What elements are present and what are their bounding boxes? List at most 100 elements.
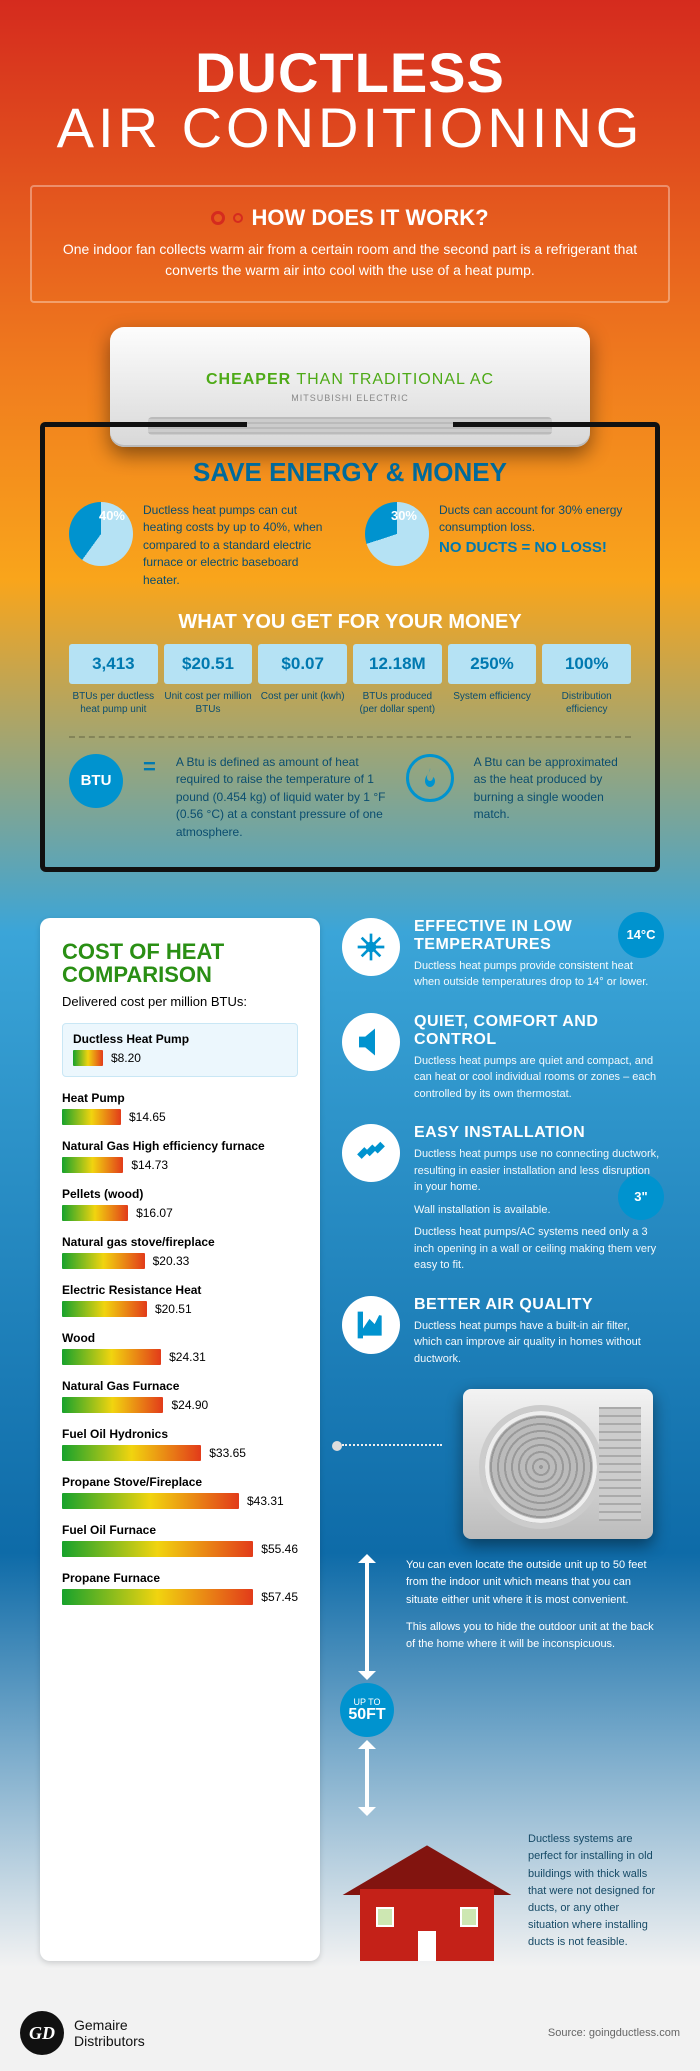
cost-item: Natural gas stove/fireplace$20.33	[62, 1235, 298, 1269]
gear-icon	[211, 211, 225, 225]
cost-item-price: $20.33	[153, 1254, 190, 1268]
fifty-feet-row: UP TO 50FT You can even locate the outsi…	[342, 1557, 660, 1813]
house-illustration	[342, 1831, 512, 1961]
cost-item-name: Pellets (wood)	[62, 1187, 298, 1201]
feature-text: Ductless heat pumps provide consistent h…	[414, 958, 660, 991]
stat: 250%System efficiency	[448, 644, 537, 716]
cost-highlight: Ductless Heat Pump $8.20	[62, 1023, 298, 1077]
features-column: 14°C 3" EFFECTIVE IN LOW TEMPERATURESDuc…	[342, 918, 660, 1962]
stat: 12.18M BTUs produced (per dollar spent)	[353, 644, 442, 716]
feature: QUIET, COMFORT AND CONTROL Ductless heat …	[342, 1013, 660, 1103]
cost-item-price: $14.73	[131, 1158, 168, 1172]
house-row: Ductless systems are perfect for install…	[342, 1831, 660, 1961]
cost-item: Propane Furnace$57.45	[62, 1571, 298, 1605]
temp-badge: 14°C	[618, 912, 664, 958]
save-right-text: Ducts can account for 30% energy consump…	[439, 502, 631, 537]
cost-bar	[62, 1253, 145, 1269]
cost-item-name: Heat Pump	[62, 1091, 298, 1105]
cheaper-tagline: CHEAPER THAN TRADITIONAL AC	[206, 371, 494, 389]
cost-item-name: Wood	[62, 1331, 298, 1345]
stat: $0.07 Cost per unit (kwh)	[258, 644, 347, 716]
cost-comparison-card: COST OF HEAT COMPARISON Delivered cost p…	[40, 918, 320, 1962]
stat-value: 100%	[542, 644, 631, 684]
stat-label: Unit cost per million BTUs	[164, 690, 253, 716]
fifty-text-1: You can even locate the outside unit up …	[406, 1557, 660, 1608]
cost-item-name: Natural Gas Furnace	[62, 1379, 298, 1393]
divider	[69, 736, 631, 738]
save-frame: SAVE ENERGY & MONEY 40% Ductless heat pu…	[40, 427, 660, 872]
cost-bar	[62, 1493, 239, 1509]
cost-item-name: Natural Gas High efficiency furnace	[62, 1139, 298, 1153]
feature-heading: EASY INSTALLATION	[414, 1124, 660, 1142]
cost-bar	[62, 1157, 123, 1173]
cost-item: Electric Resistance Heat$20.51	[62, 1283, 298, 1317]
save-heading: SAVE ENERGY & MONEY	[69, 457, 631, 488]
how-it-works-box: HOW DOES IT WORK? One indoor fan collect…	[30, 185, 670, 303]
feature-text: Ductless heat pumps/AC systems need only…	[414, 1224, 660, 1274]
how-heading: HOW DOES IT WORK?	[211, 205, 488, 231]
logo: GD Gemaire Distributors	[20, 2011, 145, 2055]
feature: EFFECTIVE IN LOW TEMPERATURESDuctless he…	[342, 918, 660, 991]
cost-item-name: Fuel Oil Furnace	[62, 1523, 298, 1537]
feature-icon	[342, 1013, 400, 1071]
brand-label: MITSUBISHI ELECTRIC	[291, 393, 409, 403]
stat-label: Distribution efficiency	[542, 690, 631, 716]
no-ducts-callout: NO DUCTS = NO LOSS!	[439, 539, 631, 556]
cost-item-name: Ductless Heat Pump	[73, 1032, 287, 1046]
feature-icon	[342, 918, 400, 976]
connector-line	[342, 1444, 442, 1539]
cost-item: Fuel Oil Furnace $55.46	[62, 1523, 298, 1557]
cost-bar	[62, 1445, 201, 1461]
what-heading: WHAT YOU GET FOR YOUR MONEY	[69, 611, 631, 634]
stat-value: 3,413	[69, 644, 158, 684]
cost-bar	[62, 1397, 163, 1413]
btu-badge: BTU	[69, 754, 123, 808]
cost-item-price: $8.20	[111, 1051, 141, 1065]
cost-item-price: $57.45	[261, 1590, 298, 1604]
outdoor-unit-illustration	[463, 1389, 653, 1539]
how-heading-text: HOW DOES IT WORK?	[251, 205, 488, 231]
feature-heading: BETTER AIR QUALITY	[414, 1296, 660, 1314]
cost-item-name: Fuel Oil Hydronics	[62, 1427, 298, 1441]
flame-icon	[406, 754, 454, 802]
stat-label: BTUs produced (per dollar spent)	[353, 690, 442, 716]
logo-text: Gemaire Distributors	[74, 2017, 145, 2049]
cost-item-price: $24.90	[171, 1398, 208, 1412]
stat-label: Cost per unit (kwh)	[258, 690, 347, 703]
fifty-badge: UP TO 50FT	[340, 1683, 394, 1737]
cost-item-price: $24.31	[169, 1350, 206, 1364]
cost-item: Natural Gas High efficiency furnace $14.7…	[62, 1139, 298, 1173]
footer: GD Gemaire Distributors Source: goingduc…	[0, 1991, 700, 2071]
feature-text: Wall installation is available.	[414, 1202, 660, 1219]
stats-row: 3,413 BTUs per ductless heat pump unit$20…	[69, 644, 631, 716]
house-text: Ductless systems are perfect for install…	[528, 1831, 660, 1950]
source-text: Source: goingductless.com	[548, 2027, 680, 2039]
cost-item-price: $20.51	[155, 1302, 192, 1316]
stat-value: 250%	[448, 644, 537, 684]
feature-text: Ductless heat pumps use no connecting du…	[414, 1146, 660, 1196]
btu-definition: A Btu is defined as amount of heat requi…	[176, 754, 386, 841]
stat-label: BTUs per ductless heat pump unit	[69, 690, 158, 716]
feature-text: Ductless heat pumps are quiet and compac…	[414, 1053, 660, 1103]
cost-item-price: $33.65	[209, 1446, 246, 1460]
fifty-text-2: This allows you to hide the outdoor unit…	[406, 1619, 660, 1653]
feature-icon	[342, 1124, 400, 1182]
cost-item-name: Propane Stove/Fireplace	[62, 1475, 298, 1489]
cost-bar	[62, 1541, 253, 1557]
cost-bar	[62, 1349, 161, 1365]
cost-item: Wood $24.31	[62, 1331, 298, 1365]
stat-value: 12.18M	[353, 644, 442, 684]
btu-row: BTU = A Btu is defined as amount of heat…	[69, 754, 631, 841]
cost-item: Natural Gas Furnace $24.90	[62, 1379, 298, 1413]
feature-heading: QUIET, COMFORT AND CONTROL	[414, 1013, 660, 1049]
cost-item-price: $55.46	[261, 1542, 298, 1556]
save-left-text: Ductless heat pumps can cut heating cost…	[143, 502, 335, 589]
logo-badge: GD	[20, 2011, 64, 2055]
outdoor-unit-row	[342, 1389, 660, 1539]
stat: $20.51Unit cost per million BTUs	[164, 644, 253, 716]
cost-heading: COST OF HEAT COMPARISON	[62, 940, 298, 986]
cost-item-price: $16.07	[136, 1206, 173, 1220]
stat-value: $0.07	[258, 644, 347, 684]
cost-subheading: Delivered cost per million BTUs:	[62, 994, 298, 1009]
pie-30-icon: 30%	[365, 502, 429, 566]
